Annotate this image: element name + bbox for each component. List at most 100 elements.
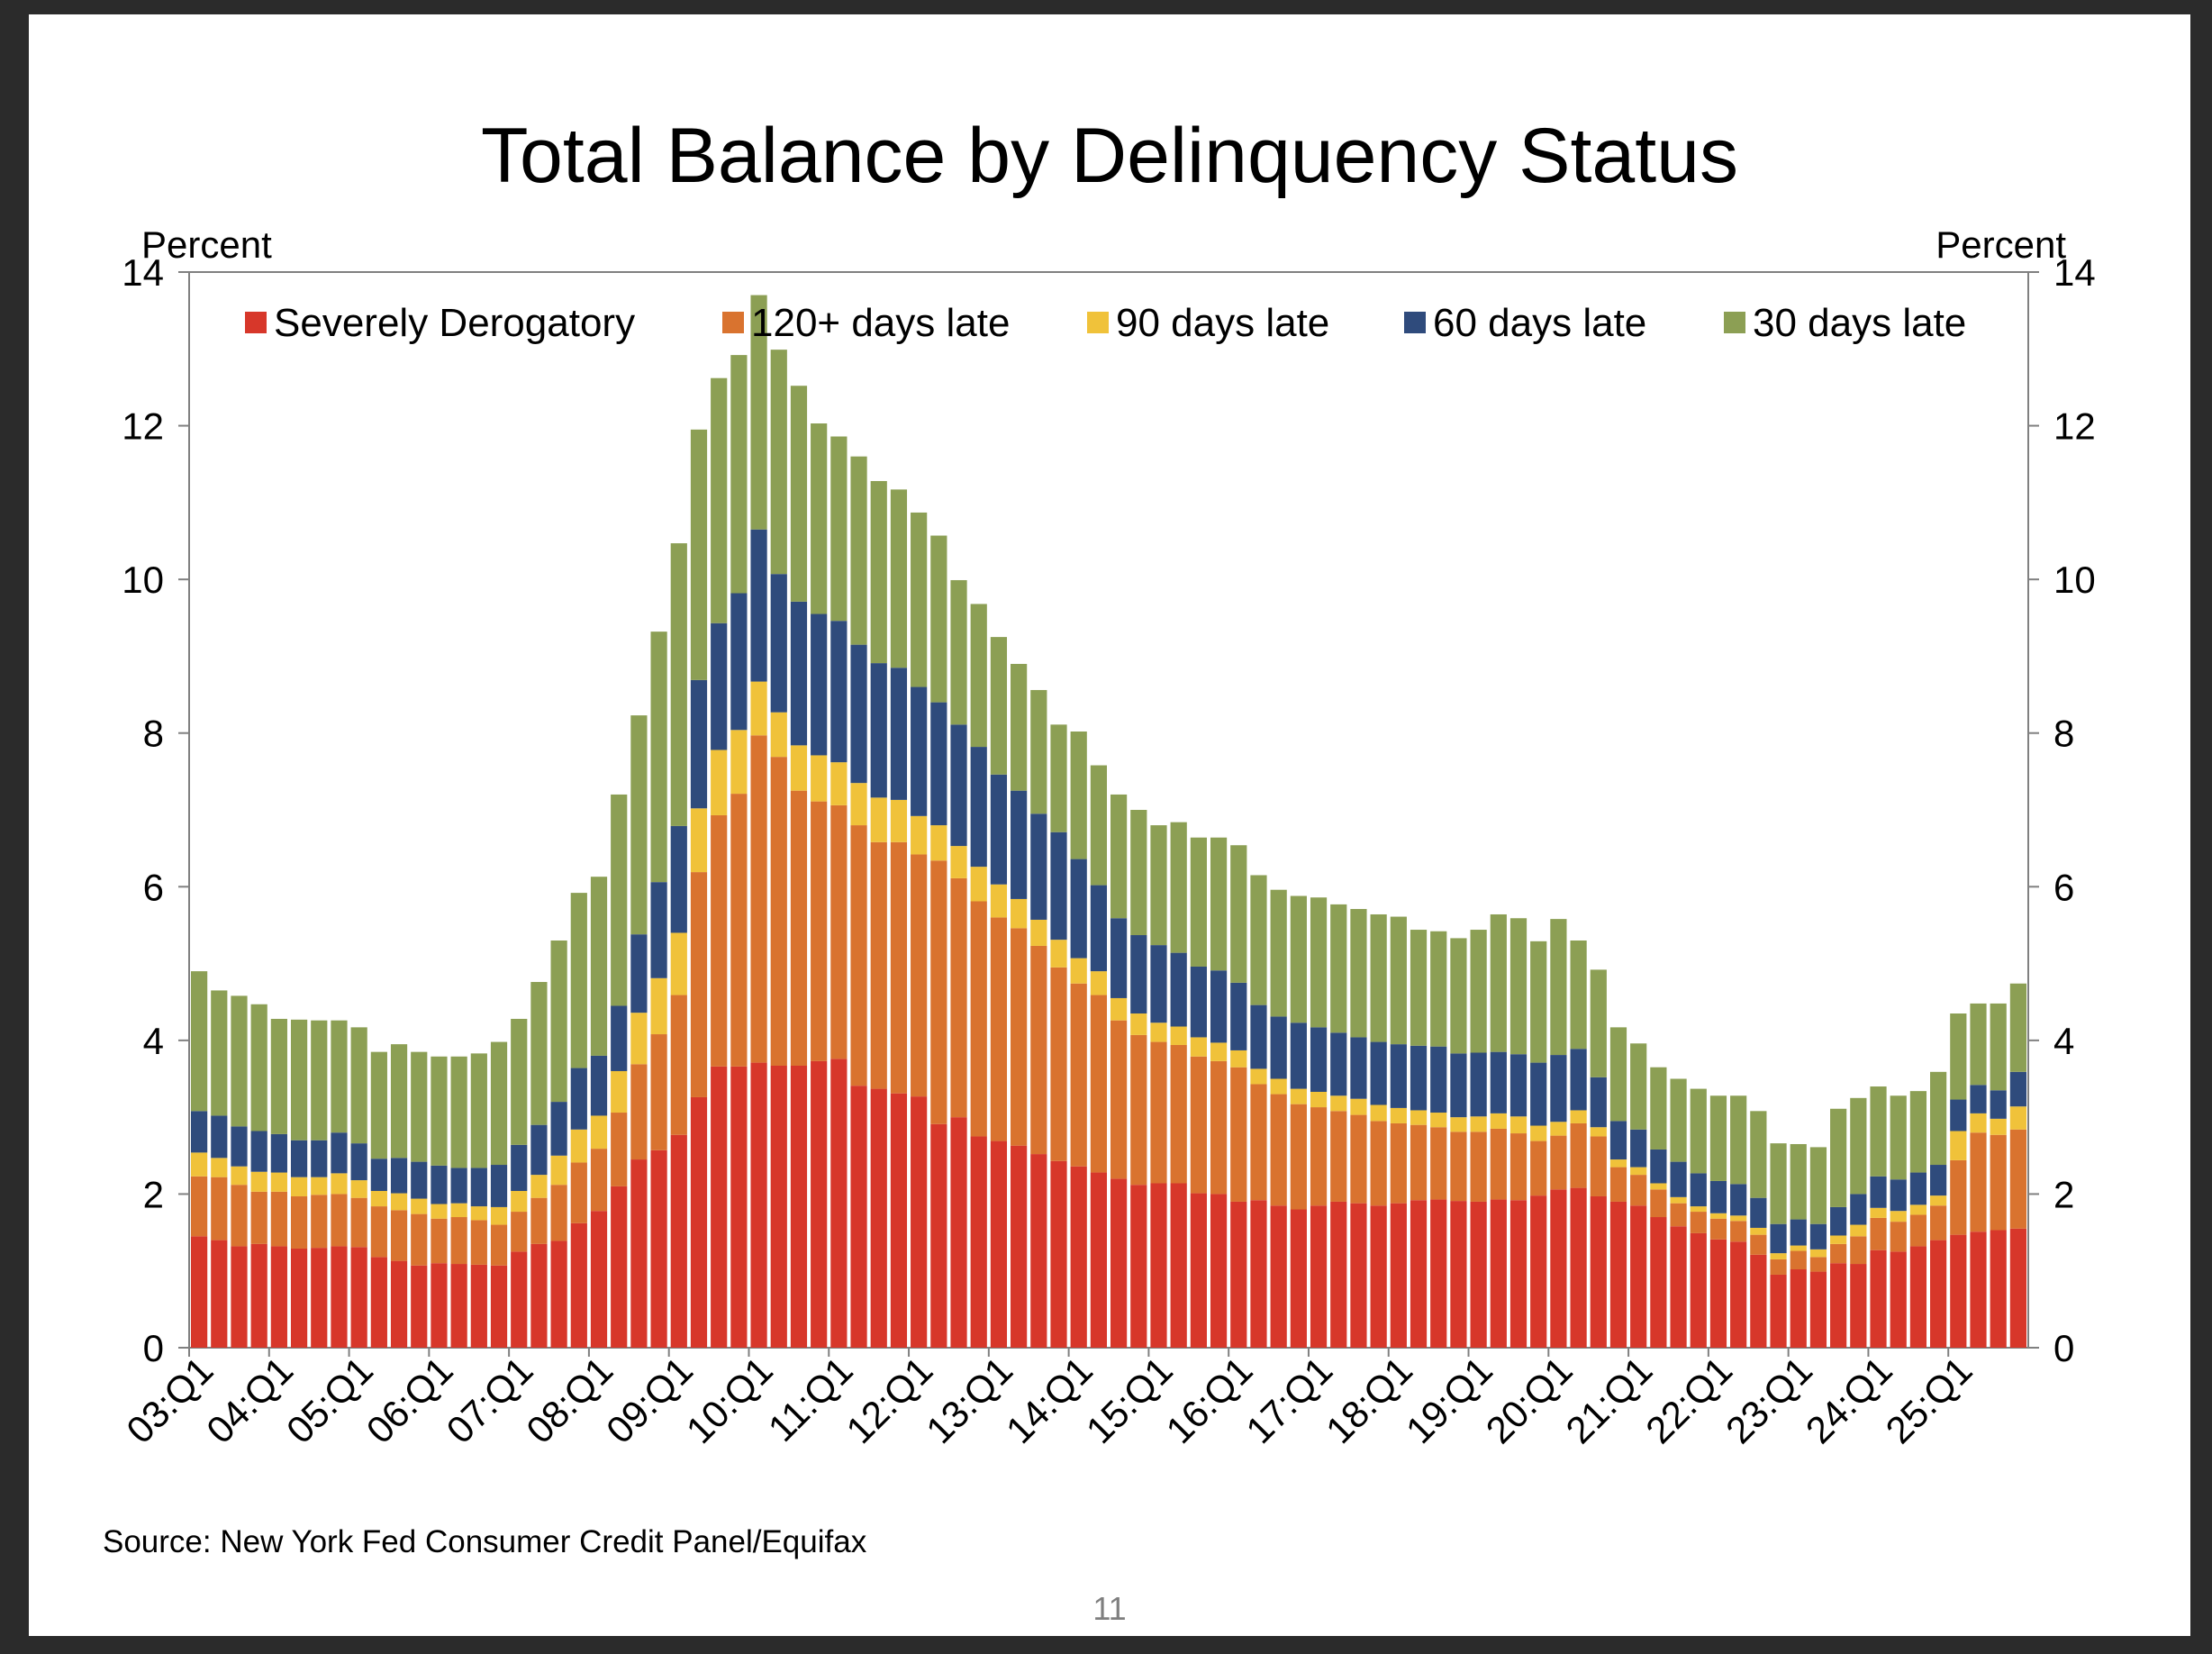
bar-segment-d60-03-q2 (211, 1115, 228, 1159)
bar-segment-d120-20-q2 (1570, 1122, 1587, 1188)
x-tick-label: 11:Q1 (760, 1349, 861, 1450)
bar-segment-d90-16-q2 (1250, 1068, 1267, 1085)
legend-swatch-d120 (722, 312, 744, 333)
bar-segment-d90-11-q4 (890, 799, 908, 842)
bar-segment-severe-09-q1 (670, 1134, 687, 1348)
bar-segment-severe-21-q4 (1690, 1232, 1707, 1348)
bar-segment-d120-08-q4 (650, 1034, 667, 1150)
bar-segment-d30-15-q3 (1190, 837, 1207, 967)
bar-segment-severe-05-q1 (350, 1247, 367, 1348)
bar-segment-d90-13-q3 (1030, 919, 1047, 946)
bar-segment-d60-12-q1 (911, 686, 928, 816)
bar-segment-d30-16-q4 (1290, 895, 1307, 1023)
bar-segment-d120-11-q2 (850, 825, 867, 1086)
bar-segment-d90-08-q2 (611, 1070, 628, 1113)
bar-segment-d90-21-q2 (1650, 1183, 1667, 1190)
bar-segment-d120-07-q1 (511, 1212, 528, 1252)
bar-segment-severe-09-q3 (711, 1066, 728, 1348)
bar-segment-d60-08-q2 (611, 1005, 628, 1071)
bar-segment-d30-18-q4 (1450, 938, 1467, 1054)
bar-segment-severe-20-q1 (1550, 1189, 1567, 1348)
bar-segment-d60-03-q1 (190, 1111, 208, 1153)
bar-segment-d60-09-q4 (730, 593, 748, 731)
bar-segment-severe-25-q2 (1970, 1231, 1987, 1348)
bar-segment-d120-21-q2 (1650, 1189, 1667, 1218)
bar-segment-d90-17-q2 (1330, 1095, 1347, 1112)
bar-segment-d30-25-q3 (1990, 1003, 2007, 1091)
bar-segment-d120-14-q2 (1090, 995, 1108, 1173)
bar-segment-d30-24-q3 (1909, 1091, 1927, 1173)
bar-segment-d60-25-q3 (1990, 1090, 2007, 1119)
bar-segment-d30-05-q3 (390, 1044, 408, 1159)
bar-segment-d60-03-q4 (250, 1131, 267, 1172)
bar-segment-severe-24-q1 (1870, 1250, 1887, 1348)
bar-segment-d30-12-q1 (911, 512, 928, 687)
bar-segment-d30-23-q1 (1790, 1143, 1807, 1220)
bar-segment-d120-17-q1 (1310, 1107, 1328, 1206)
bar-segment-d90-12-q2 (930, 825, 947, 861)
bar-segment-d60-08-q1 (590, 1055, 608, 1116)
bar-segment-d90-16-q3 (1270, 1078, 1287, 1095)
bar-segment-d120-25-q1 (1950, 1159, 1967, 1235)
bar-segment-severe-18-q3 (1430, 1199, 1447, 1348)
bar-segment-severe-12-q4 (970, 1136, 987, 1348)
bar-segment-d90-16-q4 (1290, 1088, 1307, 1104)
bar-segment-d60-14-q1 (1070, 859, 1087, 959)
bar-segment-d90-14-q3 (1110, 997, 1128, 1021)
x-tick-label: 15:Q1 (1078, 1349, 1181, 1451)
bar-segment-d60-16-q3 (1270, 1016, 1287, 1079)
bar-segment-d60-20-q2 (1570, 1049, 1587, 1111)
bar-segment-d60-18-q4 (1450, 1053, 1467, 1118)
bar-segment-d60-12-q3 (950, 724, 967, 847)
bar-segment-severe-25-q1 (1950, 1234, 1967, 1348)
bar-segment-d60-06-q3 (470, 1168, 487, 1207)
bar-segment-d120-05-q2 (370, 1206, 387, 1258)
bar-segment-d30-14-q3 (1110, 794, 1128, 919)
bar-segment-d120-23-q2 (1809, 1257, 1827, 1272)
bar-segment-severe-12-q2 (930, 1123, 947, 1348)
bar-segment-severe-24-q4 (1930, 1240, 1947, 1348)
bar-segment-severe-14-q3 (1110, 1178, 1128, 1348)
bar-segment-d60-08-q3 (630, 934, 648, 1013)
bar-segment-severe-10-q4 (811, 1060, 828, 1348)
bar-segment-severe-23-q2 (1809, 1271, 1827, 1348)
x-tick-label: 14:Q1 (998, 1349, 1101, 1451)
bar-segment-d60-21-q2 (1650, 1149, 1667, 1184)
bar-segment-d120-25-q2 (1970, 1132, 1987, 1232)
bar-segment-d60-10-q3 (790, 601, 808, 746)
bar-segment-d120-12-q2 (930, 860, 947, 1124)
x-tick-label: 09:Q1 (598, 1349, 701, 1451)
bar-segment-severe-25-q4 (2009, 1228, 2027, 1348)
bar-segment-d30-18-q1 (1390, 916, 1407, 1045)
bar-segment-d30-17-q3 (1350, 909, 1367, 1038)
bar-segment-severe-07-q1 (511, 1251, 528, 1348)
bar-segment-severe-12-q3 (950, 1117, 967, 1348)
bar-segment-d120-22-q4 (1770, 1259, 1787, 1275)
bar-segment-severe-05-q3 (390, 1260, 408, 1348)
bar-segment-severe-23-q3 (1830, 1263, 1847, 1348)
bar-segment-d30-24-q2 (1890, 1095, 1907, 1180)
bar-segment-d90-11-q3 (870, 797, 887, 842)
right-axis-unit-label: Percent (1936, 223, 2066, 266)
bar-segment-severe-04-q3 (311, 1248, 328, 1348)
bar-segment-d60-04-q4 (331, 1132, 348, 1174)
bar-segment-d30-18-q3 (1430, 931, 1447, 1047)
bar-segment-d120-04-q3 (311, 1195, 328, 1249)
bar-segment-d120-12-q3 (950, 877, 967, 1118)
bar-segment-d30-03-q4 (250, 1004, 267, 1131)
bar-segment-severe-17-q1 (1310, 1205, 1328, 1348)
bar-segment-d60-18-q3 (1430, 1046, 1447, 1113)
bar-segment-d30-04-q4 (331, 1020, 348, 1133)
bar-segment-d60-16-q4 (1290, 1022, 1307, 1089)
bar-segment-d60-13-q2 (1011, 790, 1028, 899)
bar-segment-d90-18-q2 (1410, 1110, 1428, 1125)
y-tick-label-left: 14 (122, 251, 164, 294)
bar-segment-severe-13-q2 (1011, 1145, 1028, 1348)
x-tick-label: 20:Q1 (1478, 1349, 1581, 1451)
bar-segment-d120-18-q1 (1390, 1122, 1407, 1204)
bar-segment-d120-17-q2 (1330, 1111, 1347, 1202)
bar-segment-d60-23-q1 (1790, 1219, 1807, 1246)
bar-segment-d30-17-q2 (1330, 904, 1347, 1033)
bar-segment-d60-19-q4 (1530, 1062, 1547, 1126)
bar-segment-d30-22-q1 (1709, 1095, 1727, 1181)
